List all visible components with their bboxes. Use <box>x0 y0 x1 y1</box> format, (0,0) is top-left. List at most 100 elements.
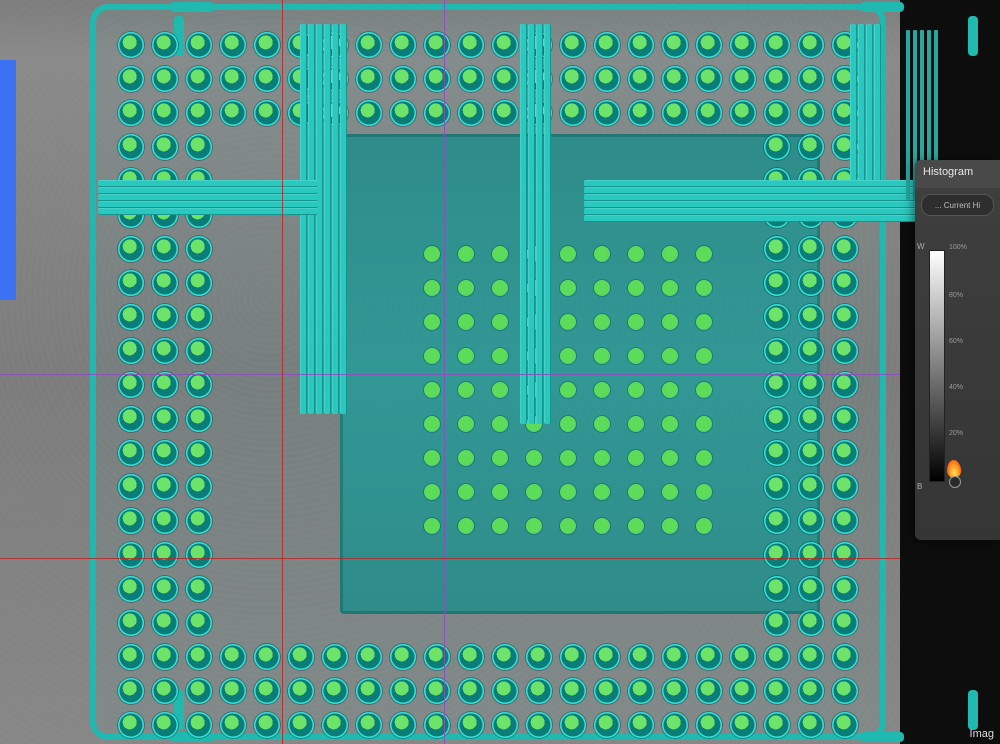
chip-center-dot <box>662 348 678 364</box>
chip-via <box>152 304 178 330</box>
chip-via <box>764 678 790 704</box>
histogram-gradient[interactable] <box>929 250 945 482</box>
chip-via <box>254 66 280 92</box>
chip-center-dot <box>492 484 508 500</box>
chip-via <box>152 66 178 92</box>
chip-via <box>594 100 620 126</box>
chip-via <box>152 270 178 296</box>
chip-view[interactable] <box>90 4 886 740</box>
chip-center-dot <box>526 484 542 500</box>
chip-center-dot <box>492 280 508 296</box>
chip-via <box>798 270 824 296</box>
chip-via <box>696 678 722 704</box>
chip-via <box>798 508 824 534</box>
chip-via <box>832 610 858 636</box>
crosshair-purple-horizontal <box>0 374 900 375</box>
chip-via <box>764 32 790 58</box>
chip-via <box>798 406 824 432</box>
chip-center-dot <box>526 450 542 466</box>
chip-via <box>186 406 212 432</box>
chip-center-dot <box>662 518 678 534</box>
chip-via <box>832 270 858 296</box>
chip-via <box>798 134 824 160</box>
chip-via <box>152 100 178 126</box>
chip-center-dot <box>696 280 712 296</box>
chip-via <box>492 32 518 58</box>
external-trace <box>906 30 910 200</box>
chip-via <box>492 644 518 670</box>
chip-via <box>696 100 722 126</box>
chip-via <box>118 270 144 296</box>
chip-via <box>560 100 586 126</box>
chip-via <box>424 66 450 92</box>
chip-center-dot <box>492 246 508 262</box>
chip-via <box>118 100 144 126</box>
chip-via <box>152 32 178 58</box>
chip-center-dot <box>696 450 712 466</box>
chip-via <box>798 304 824 330</box>
chip-via <box>764 712 790 738</box>
handle-ring-icon <box>949 476 961 488</box>
chip-via <box>662 32 688 58</box>
chip-center-dot <box>628 484 644 500</box>
tick-label: 20% <box>949 430 963 437</box>
chip-via <box>152 542 178 568</box>
chip-via <box>186 644 212 670</box>
chip-via <box>832 406 858 432</box>
chip-via <box>152 712 178 738</box>
histogram-panel[interactable]: Histogram ... Current Hi W 100% 80%60%40… <box>915 160 1000 540</box>
chip-via <box>832 474 858 500</box>
chip-center-dot <box>458 450 474 466</box>
chip-via <box>594 66 620 92</box>
histogram-mode-button[interactable]: ... Current Hi <box>921 194 994 216</box>
chip-via <box>152 372 178 398</box>
tick-label: 60% <box>949 338 963 345</box>
chip-via <box>186 440 212 466</box>
app-stage: Histogram ... Current Hi W 100% 80%60%40… <box>0 0 1000 744</box>
chip-center-dot <box>458 246 474 262</box>
chip-trace-horizontal <box>98 194 318 201</box>
chip-center-dot <box>662 280 678 296</box>
chip-via <box>118 372 144 398</box>
chip-via <box>424 100 450 126</box>
chip-via <box>458 678 484 704</box>
chip-via <box>696 712 722 738</box>
chip-center-dot <box>662 314 678 330</box>
image-tab-label[interactable]: Imag <box>970 728 994 740</box>
chip-center-dot <box>458 484 474 500</box>
chip-center-dot <box>458 280 474 296</box>
chip-center-dot <box>492 416 508 432</box>
chip-center-dot <box>628 246 644 262</box>
chip-via <box>594 644 620 670</box>
chip-via <box>662 678 688 704</box>
tick-label: 80% <box>949 292 963 299</box>
chip-via <box>832 576 858 602</box>
chip-center-dot <box>560 348 576 364</box>
chip-via <box>628 678 654 704</box>
chip-via <box>356 32 382 58</box>
chip-via <box>730 678 756 704</box>
chip-center-dot <box>424 280 440 296</box>
chip-via <box>832 712 858 738</box>
chip-center-dot <box>594 348 610 364</box>
histogram-handle[interactable] <box>947 460 965 482</box>
chip-via <box>152 134 178 160</box>
chip-via <box>288 712 314 738</box>
chip-center-dot <box>424 484 440 500</box>
chip-via <box>390 644 416 670</box>
black-label: B <box>917 482 922 491</box>
chip-via <box>764 508 790 534</box>
chip-via <box>424 678 450 704</box>
chip-center-dot <box>696 484 712 500</box>
chip-via <box>662 66 688 92</box>
chip-via <box>186 338 212 364</box>
chip-via <box>798 610 824 636</box>
chip-via <box>764 644 790 670</box>
chip-via <box>594 678 620 704</box>
chip-via <box>798 372 824 398</box>
chip-via <box>152 474 178 500</box>
chip-center-dot <box>424 450 440 466</box>
crosshair-purple-vertical <box>444 0 445 744</box>
chip-via <box>560 66 586 92</box>
chip-via <box>560 32 586 58</box>
